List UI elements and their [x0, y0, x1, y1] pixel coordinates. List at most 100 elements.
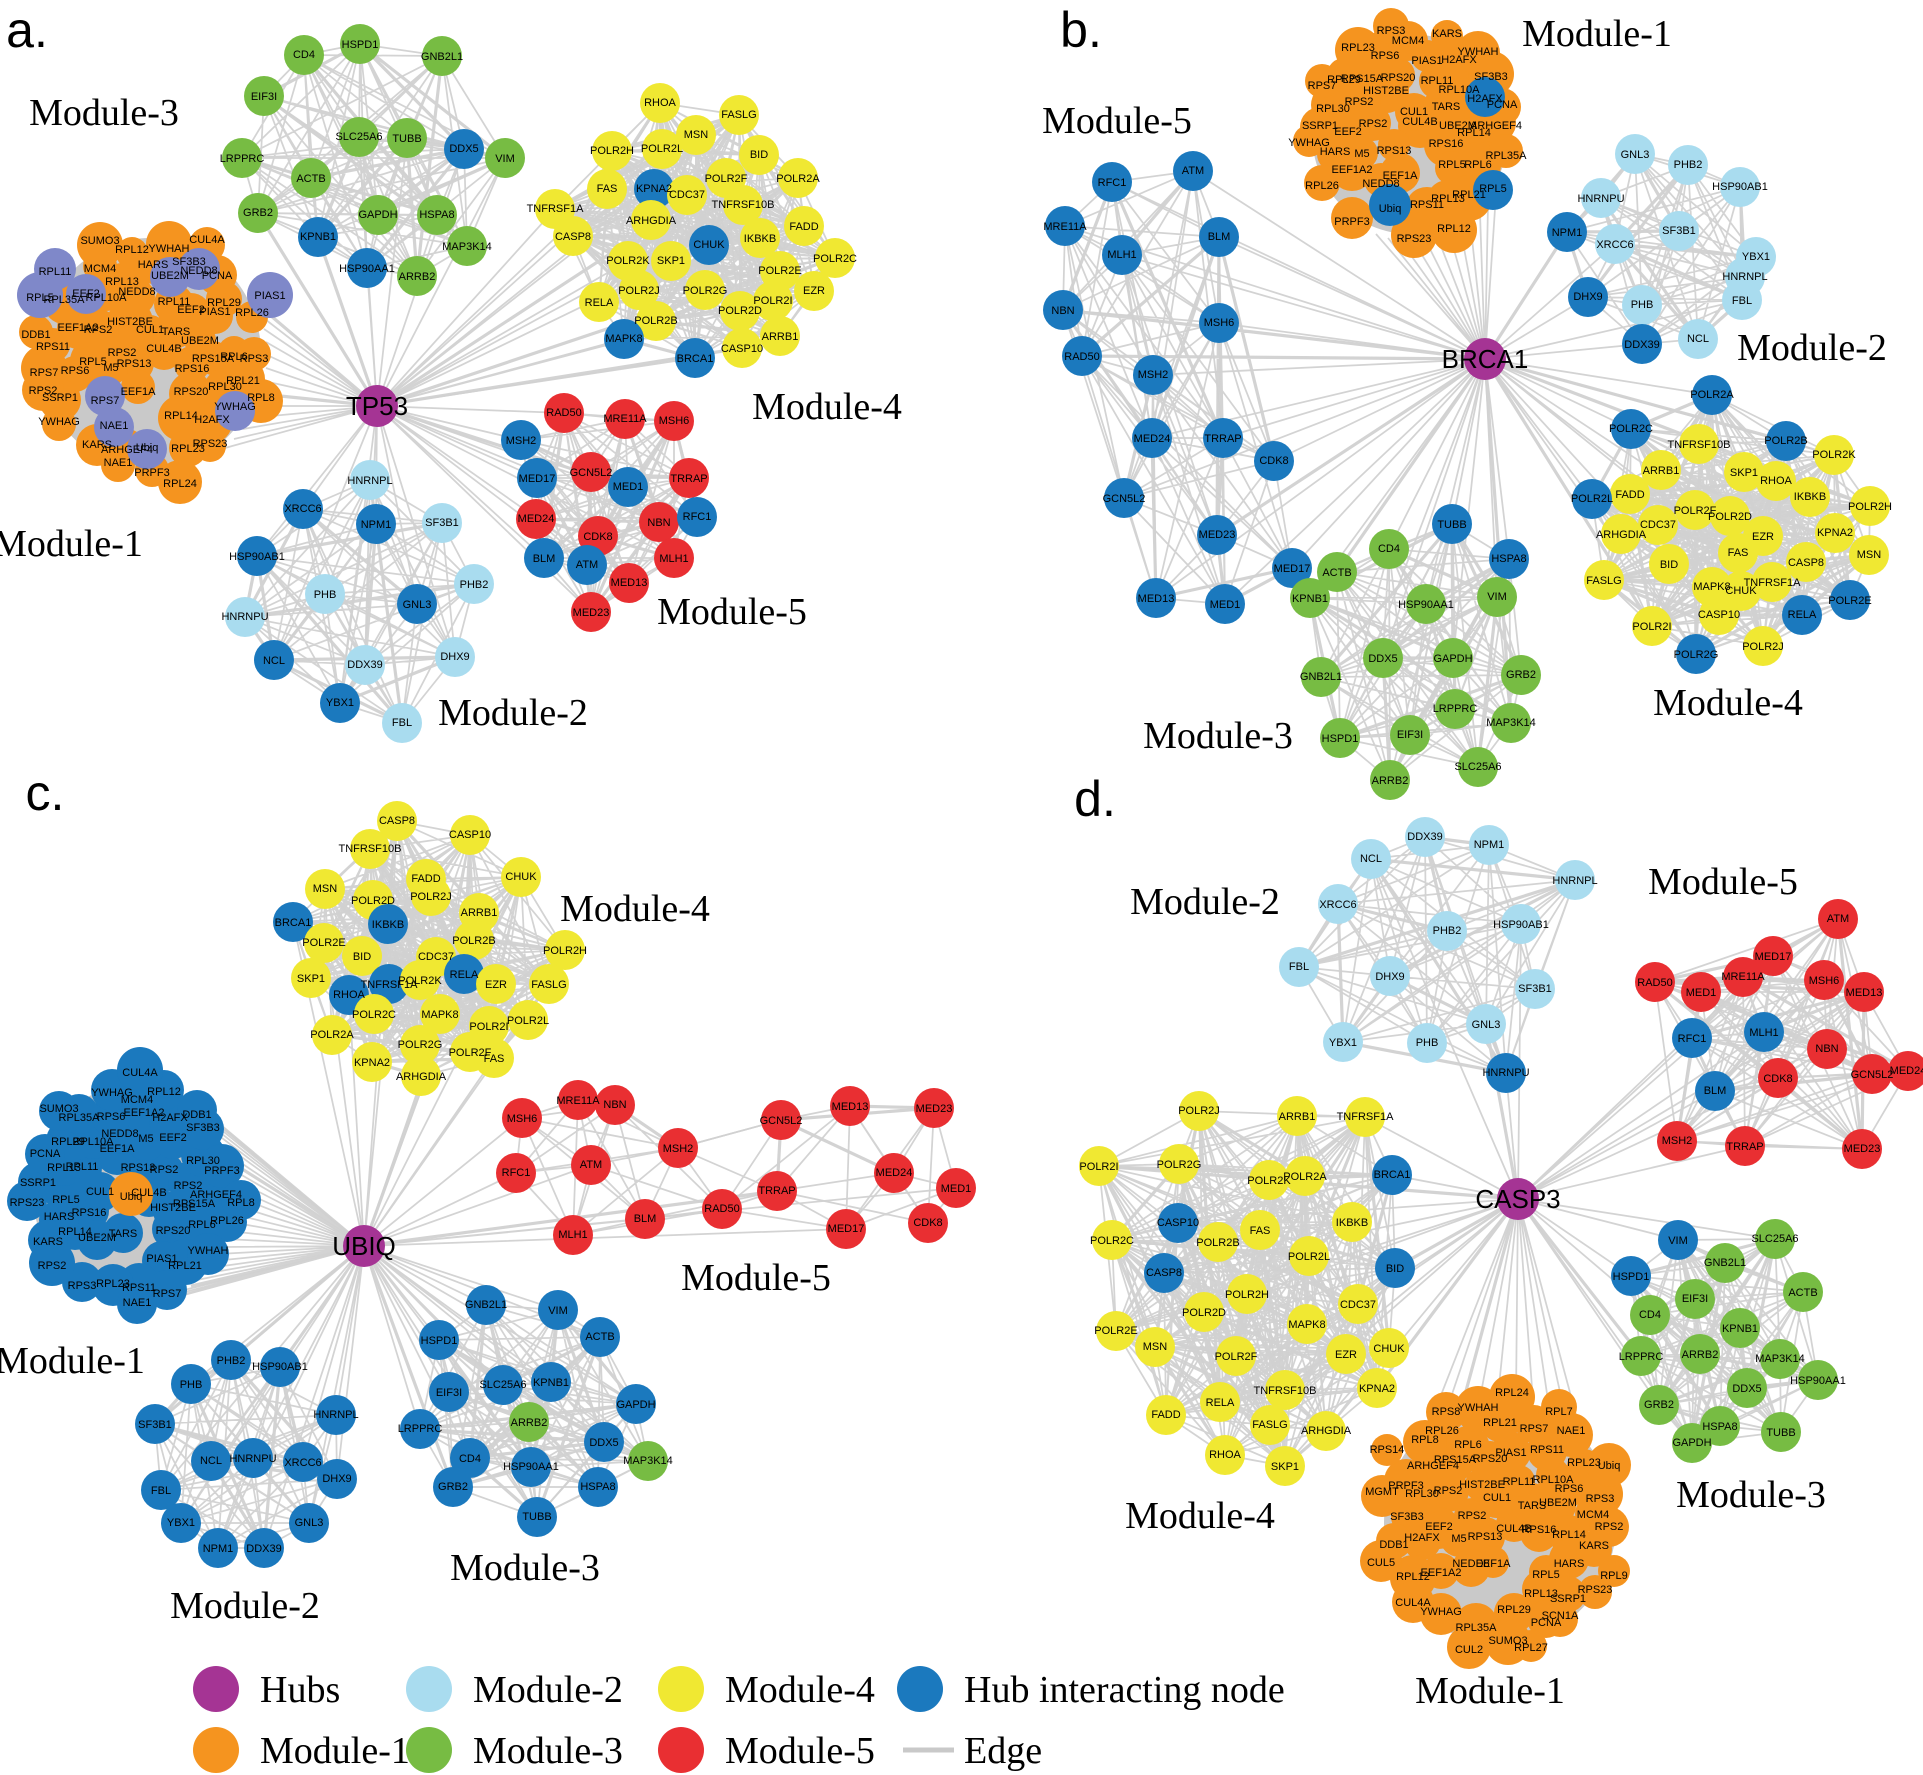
svg-text:MLH1: MLH1 [1107, 249, 1136, 261]
svg-text:EZR: EZR [803, 285, 825, 297]
svg-text:RPL26: RPL26 [210, 1215, 244, 1227]
svg-text:NPM1: NPM1 [1474, 839, 1505, 851]
svg-text:RPL21: RPL21 [168, 1260, 202, 1272]
svg-text:RPS23: RPS23 [1397, 233, 1432, 245]
svg-text:BRCA1: BRCA1 [275, 917, 312, 929]
svg-text:RPL27: RPL27 [1514, 1642, 1548, 1654]
svg-text:CUL1: CUL1 [1483, 1492, 1511, 1504]
svg-text:CDK8: CDK8 [1763, 1073, 1792, 1085]
svg-text:RPL29: RPL29 [51, 1136, 85, 1148]
svg-text:RPL6: RPL6 [188, 1219, 216, 1231]
svg-text:SLC25A6: SLC25A6 [479, 1379, 526, 1391]
svg-text:YWHAG: YWHAG [91, 1087, 133, 1099]
svg-text:TUBB: TUBB [1437, 519, 1466, 531]
svg-text:Module-1: Module-1 [1522, 13, 1672, 55]
svg-text:CUL2: CUL2 [1455, 1644, 1483, 1656]
svg-text:POLR2G: POLR2G [1157, 1159, 1202, 1171]
svg-text:POLR2F: POLR2F [1674, 505, 1717, 517]
svg-text:Module-2: Module-2 [438, 692, 588, 734]
svg-text:KPNB1: KPNB1 [1292, 593, 1328, 605]
svg-text:MAP3K14: MAP3K14 [1755, 1353, 1805, 1365]
svg-text:RPS16: RPS16 [175, 363, 210, 375]
svg-text:RPS2: RPS2 [1458, 1510, 1487, 1522]
svg-text:RPL21: RPL21 [1483, 1417, 1517, 1429]
svg-text:CASP10: CASP10 [449, 829, 491, 841]
svg-text:POLR2A: POLR2A [310, 1029, 354, 1041]
svg-text:PIAS1: PIAS1 [254, 290, 285, 302]
svg-text:RPS23: RPS23 [1578, 1584, 1613, 1596]
svg-text:PRPF3: PRPF3 [1334, 216, 1369, 228]
svg-text:KARS: KARS [82, 439, 112, 451]
svg-text:GNB2L1: GNB2L1 [421, 51, 463, 63]
svg-text:CD4: CD4 [293, 49, 315, 61]
svg-text:ACTB: ACTB [296, 173, 325, 185]
svg-text:POLR2B: POLR2B [452, 935, 495, 947]
svg-text:RPS6: RPS6 [1371, 50, 1400, 62]
svg-text:BID: BID [353, 951, 371, 963]
svg-text:HIST2BE: HIST2BE [107, 316, 153, 328]
svg-text:TRRAP: TRRAP [1204, 433, 1241, 445]
svg-text:POLR2I: POLR2I [1079, 1161, 1118, 1173]
svg-text:KPNA2: KPNA2 [1817, 527, 1853, 539]
svg-text:MSN: MSN [1857, 549, 1882, 561]
svg-text:GNL3: GNL3 [1472, 1019, 1501, 1031]
svg-text:EEF2: EEF2 [159, 1132, 187, 1144]
svg-text:EEF2: EEF2 [177, 304, 205, 316]
svg-text:NEDD8: NEDD8 [101, 1128, 138, 1140]
svg-text:YWHAG: YWHAG [1420, 1606, 1462, 1618]
svg-text:MED13: MED13 [611, 577, 648, 589]
svg-text:RPS7: RPS7 [91, 395, 120, 407]
svg-text:HSP90AA1: HSP90AA1 [503, 1461, 559, 1473]
svg-text:BID: BID [1386, 1263, 1404, 1275]
svg-text:PHB2: PHB2 [1674, 159, 1703, 171]
svg-text:POLR2E: POLR2E [1828, 595, 1871, 607]
svg-text:POLR2C: POLR2C [813, 253, 857, 265]
svg-text:GAPDH: GAPDH [1433, 653, 1472, 665]
svg-text:TRRAP: TRRAP [1726, 1141, 1763, 1153]
svg-text:ARRB2: ARRB2 [399, 271, 436, 283]
svg-text:KPNB1: KPNB1 [1722, 1323, 1758, 1335]
svg-text:Module-2: Module-2 [1130, 881, 1280, 923]
svg-text:FADD: FADD [789, 221, 818, 233]
svg-text:MSH2: MSH2 [1662, 1135, 1693, 1147]
svg-text:TUBB: TUBB [522, 1511, 551, 1523]
svg-text:RPL6: RPL6 [1464, 159, 1492, 171]
svg-text:NEDD8: NEDD8 [1362, 178, 1399, 190]
svg-text:POLR2K: POLR2K [606, 255, 650, 267]
svg-text:CUL1: CUL1 [1400, 106, 1428, 118]
svg-text:RPS2: RPS2 [38, 1260, 67, 1272]
svg-text:LRPPRC: LRPPRC [398, 1423, 443, 1435]
svg-text:ARHGEF4: ARHGEF4 [101, 444, 153, 456]
svg-text:CD4: CD4 [459, 1453, 481, 1465]
svg-text:TRRAP: TRRAP [758, 1185, 795, 1197]
svg-text:HSPA8: HSPA8 [419, 209, 454, 221]
svg-text:MED23: MED23 [916, 1103, 953, 1115]
svg-text:GNL3: GNL3 [1621, 149, 1650, 161]
svg-text:RFC1: RFC1 [1678, 1033, 1707, 1045]
svg-text:M5: M5 [103, 362, 118, 374]
svg-text:ARRB1: ARRB1 [1279, 1111, 1316, 1123]
svg-text:EEF2: EEF2 [72, 288, 100, 300]
svg-text:POLR2H: POLR2H [590, 145, 634, 157]
svg-text:MGMT: MGMT [1365, 1486, 1399, 1498]
svg-text:RPS11: RPS11 [1530, 1444, 1564, 1456]
svg-text:MED17: MED17 [1274, 563, 1311, 575]
svg-text:RPL23: RPL23 [96, 1278, 130, 1290]
svg-text:TNFRSF1A: TNFRSF1A [1744, 577, 1802, 589]
svg-text:UBE2M: UBE2M [151, 270, 189, 282]
svg-text:H2AFX: H2AFX [152, 1112, 188, 1124]
svg-text:PCNA: PCNA [202, 270, 233, 282]
svg-text:RPL10A: RPL10A [1439, 84, 1481, 96]
svg-text:CUL4B: CUL4B [146, 343, 181, 355]
svg-text:ARHGEF4: ARHGEF4 [1407, 1460, 1459, 1472]
svg-text:PHB: PHB [314, 589, 337, 601]
svg-text:MLH1: MLH1 [659, 553, 688, 565]
svg-text:YBX1: YBX1 [326, 697, 354, 709]
svg-text:RPS2: RPS2 [108, 347, 137, 359]
svg-text:TNFRSF1A: TNFRSF1A [1337, 1111, 1395, 1123]
svg-text:FASLG: FASLG [721, 109, 756, 121]
svg-text:RPL10A: RPL10A [86, 292, 128, 304]
svg-text:MRE11A: MRE11A [603, 413, 647, 425]
svg-text:SF3B3: SF3B3 [1474, 71, 1508, 83]
svg-text:RPL29: RPL29 [1327, 74, 1361, 86]
